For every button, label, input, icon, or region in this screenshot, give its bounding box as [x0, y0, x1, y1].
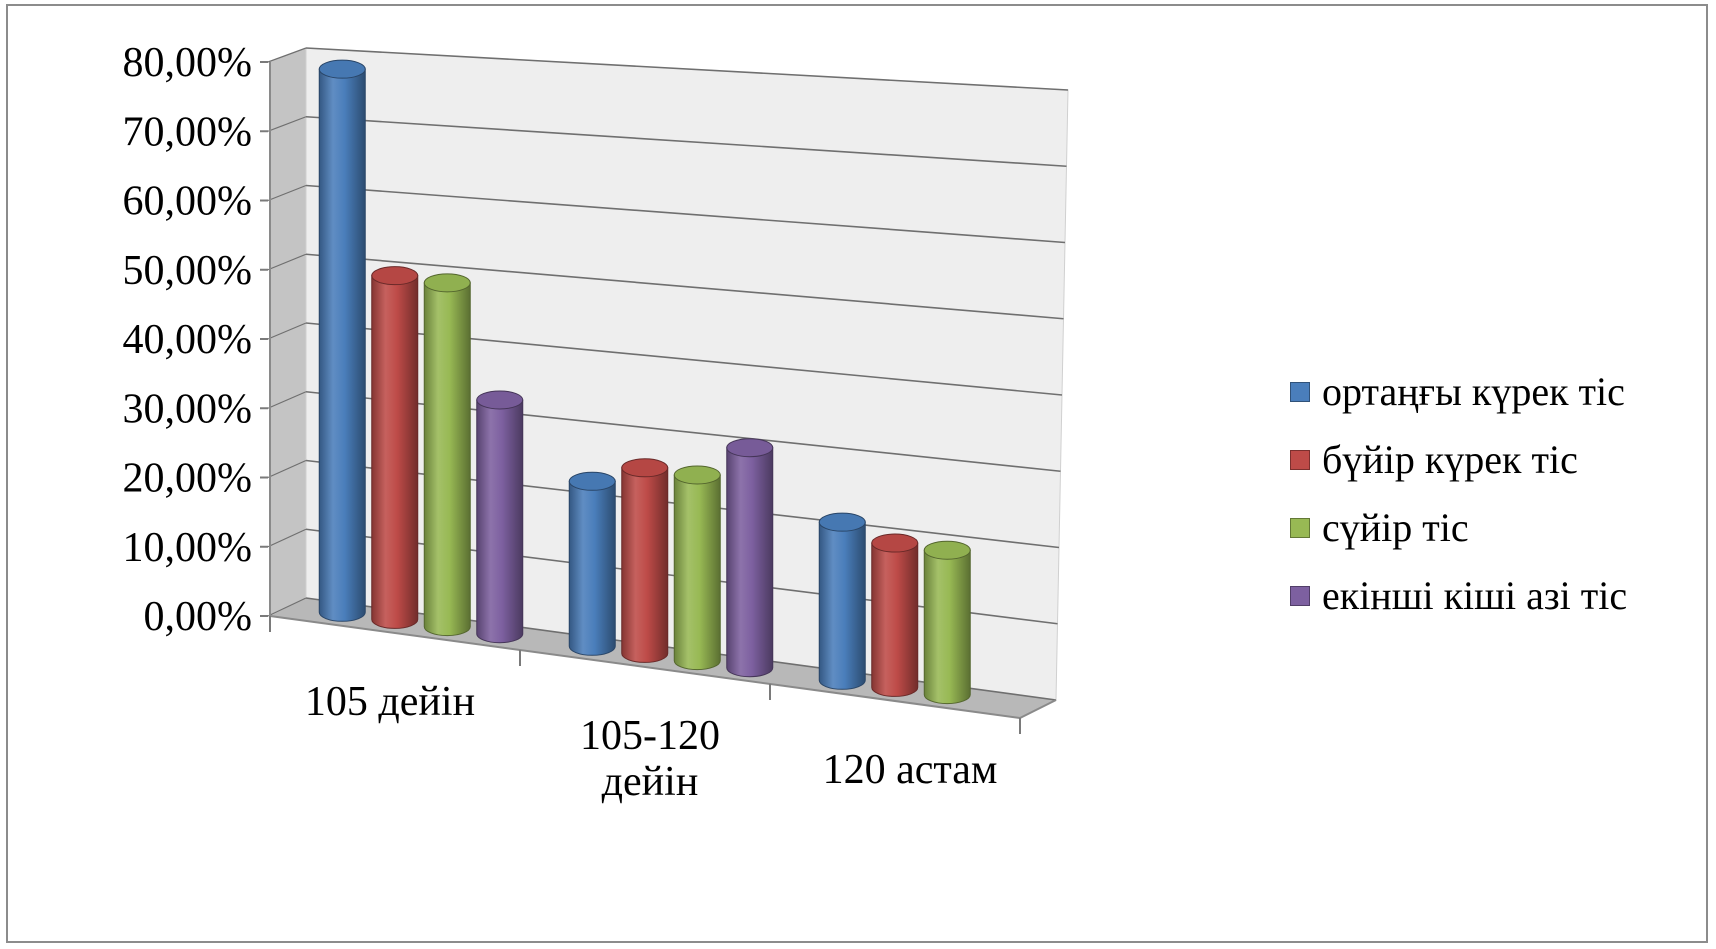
- bar: [318, 59, 366, 622]
- bar: [818, 512, 866, 690]
- bar: [923, 540, 971, 705]
- bar-top: [871, 533, 919, 553]
- side-wall: [270, 48, 306, 616]
- gridline-side: [267, 184, 307, 202]
- legend-label: екінші кіші азі тіс: [1322, 573, 1628, 618]
- legend-swatch: [1290, 450, 1310, 470]
- legend-label: ортаңғы күрек тіс: [1322, 369, 1625, 414]
- bar: [423, 273, 471, 637]
- gridline: [305, 115, 1067, 168]
- y-tick-label: 70,00%: [123, 109, 253, 155]
- bar: [568, 471, 616, 656]
- legend-item: бүйір күрек тіс: [1290, 426, 1710, 494]
- gridline-side: [267, 47, 307, 63]
- gridline: [305, 47, 1069, 91]
- bar-body: [871, 542, 919, 697]
- bar: [673, 465, 721, 671]
- gridline-side: [267, 116, 307, 132]
- bar-body: [371, 275, 419, 629]
- y-tick-label: 60,00%: [123, 179, 253, 225]
- bar-body: [923, 549, 971, 705]
- bar-body: [818, 521, 866, 690]
- y-tick-label: 50,00%: [123, 248, 253, 294]
- bar-top: [318, 59, 366, 79]
- bar-top: [568, 471, 616, 491]
- legend-label: бүйір күрек тіс: [1322, 437, 1578, 482]
- bar-body: [568, 480, 616, 656]
- bar-top: [476, 390, 524, 410]
- legend-item: екінші кіші азі тіс: [1290, 562, 1710, 630]
- gridline: [305, 184, 1066, 244]
- bar-body: [423, 282, 471, 637]
- legend-item: сүйір тіс: [1290, 494, 1710, 562]
- bars: [318, 59, 971, 705]
- x-category-label: 105-120: [580, 713, 720, 759]
- bar-body: [476, 399, 524, 644]
- x-category-label: 105 дейін: [305, 679, 475, 725]
- y-tick-label: 30,00%: [123, 386, 253, 432]
- y-tick-label: 0,00%: [144, 594, 253, 640]
- axes: [260, 61, 1057, 734]
- gridline-side: [267, 391, 307, 409]
- y-tick-label: 20,00%: [123, 456, 253, 502]
- bar-top: [818, 512, 866, 532]
- bar-body: [673, 474, 721, 671]
- bar-top: [423, 273, 471, 293]
- bar-body: [318, 68, 366, 622]
- gridline: [305, 253, 1064, 320]
- chart-frame: 0,00% 10,00% 20,00% 30,00% 40,00% 50,00% 60,00…: [6, 4, 1708, 943]
- bar-top: [371, 266, 419, 286]
- y-tick-label: 40,00%: [123, 317, 253, 363]
- bar: [726, 438, 774, 678]
- bar-body: [726, 447, 774, 678]
- x-axis-line: [269, 615, 1021, 719]
- gridline-side: [267, 322, 307, 340]
- bar-top: [923, 540, 971, 560]
- gridline-side: [267, 253, 307, 271]
- y-tick-label: 80,00%: [123, 40, 253, 86]
- gridline-side: [267, 528, 307, 548]
- bar: [871, 533, 919, 697]
- bar: [371, 266, 419, 629]
- legend: ортаңғы күрек тіс бүйір күрек тіс сүйір …: [1290, 358, 1710, 630]
- gridline-side: [267, 459, 307, 479]
- gridline-side: [267, 597, 307, 617]
- legend-label: сүйір тіс: [1322, 505, 1469, 550]
- legend-swatch: [1290, 382, 1310, 402]
- bar-top: [673, 465, 721, 485]
- y-axis-tick-labels: 0,00% 10,00% 20,00% 30,00% 40,00% 50,00% 60,00…: [123, 40, 253, 640]
- x-category-label: 120 астам: [823, 747, 998, 793]
- y-tick-label: 10,00%: [123, 525, 253, 571]
- bar-top: [726, 438, 774, 458]
- legend-swatch: [1290, 586, 1310, 606]
- x-category-label: дейін: [602, 759, 699, 805]
- bar-chart: 0,00% 10,00% 20,00% 30,00% 40,00% 50,00% 60,00…: [123, 40, 1069, 805]
- legend-swatch: [1290, 518, 1310, 538]
- floor-edge: [1019, 699, 1057, 719]
- bar: [476, 390, 524, 644]
- legend-item: ортаңғы күрек тіс: [1290, 358, 1710, 426]
- bar-body: [621, 467, 669, 663]
- bar: [621, 458, 669, 663]
- bar-top: [621, 458, 669, 478]
